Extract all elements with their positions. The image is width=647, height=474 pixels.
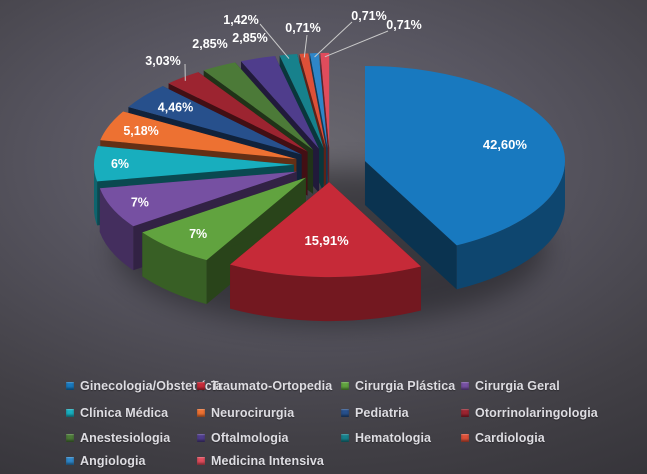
- slice-value-label: 4,46%: [158, 101, 193, 115]
- slice-value-label: 7%: [131, 196, 149, 210]
- slice-side-wall: [364, 160, 457, 290]
- slice-top-face: [203, 62, 314, 150]
- slice-top-face: [94, 145, 295, 182]
- slice-top-face: [99, 171, 297, 227]
- slice-top-face: [100, 111, 297, 159]
- slice-top-face: [299, 53, 327, 149]
- slice-value-label: 1,42%: [223, 13, 258, 27]
- slice-value-label: 6%: [111, 157, 129, 171]
- slice-value-label: 42,60%: [483, 137, 528, 152]
- slice-top-face: [168, 72, 308, 152]
- leader-line: [259, 23, 290, 59]
- slice-value-label: 5,18%: [123, 124, 158, 138]
- slice-rim-wall: [94, 164, 98, 226]
- pie-slice-traumato-ortopedia: [230, 182, 421, 322]
- slice-value-label: 0,71%: [386, 18, 421, 32]
- slice-top-face: [241, 56, 319, 149]
- slice-top-face: [230, 182, 421, 278]
- slice-value-label: 7%: [189, 227, 207, 241]
- slice-value-label: 0,71%: [351, 9, 386, 23]
- leader-line: [324, 30, 389, 58]
- slice-value-label: 0,71%: [285, 21, 320, 35]
- slice-top-face: [364, 65, 565, 246]
- slice-rim-wall: [142, 232, 207, 305]
- leader-line: [314, 21, 353, 58]
- slice-value-label: 2,85%: [232, 31, 267, 45]
- slice-value-label: 3,03%: [145, 54, 180, 68]
- slice-rim-wall: [99, 188, 134, 271]
- slice-rim-wall: [456, 160, 565, 290]
- slice-top-face: [279, 54, 324, 149]
- slice-top-face: [142, 177, 306, 261]
- slice-value-label: 15,91%: [305, 233, 350, 248]
- slice-top-face: [320, 52, 330, 148]
- slice-value-label: 2,85%: [192, 37, 227, 51]
- slice-top-face: [309, 53, 328, 148]
- leader-line: [303, 34, 308, 58]
- slice-top-face: [128, 86, 302, 155]
- pie-slice-ginecologia-obstetricia: [364, 65, 565, 290]
- slice-rim-wall: [230, 264, 421, 322]
